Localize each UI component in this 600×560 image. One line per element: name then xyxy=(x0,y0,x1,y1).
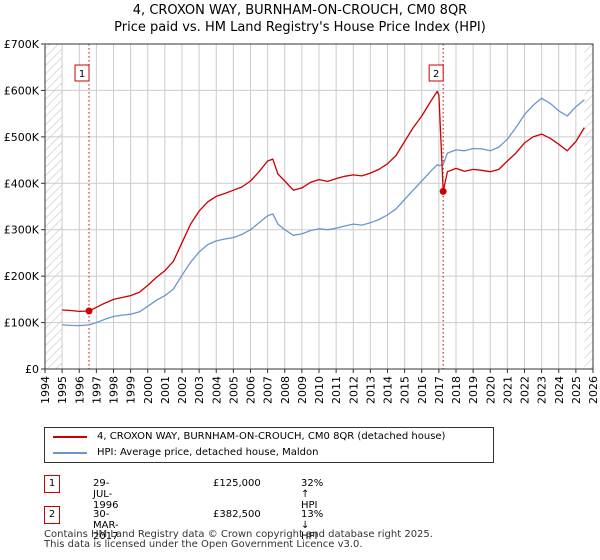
sale-label-box xyxy=(74,64,90,82)
y-tick-label: £400K xyxy=(4,177,40,190)
x-tick-label: 2018 xyxy=(450,376,463,404)
no-data-region-right xyxy=(584,44,593,369)
y-tick-label: £0 xyxy=(25,363,39,376)
legend-label-hpi: HPI: Average price, detached house, Mald… xyxy=(97,447,319,458)
footer: Contains HM Land Registry data © Crown c… xyxy=(44,530,433,550)
x-tick-label: 2008 xyxy=(279,376,292,404)
y-tick-label: £300K xyxy=(4,224,40,237)
sale-number-badge: 1 xyxy=(44,475,60,493)
x-tick-label: 2023 xyxy=(536,376,549,404)
sale-label-number: 2 xyxy=(433,69,439,80)
x-tick-label: 1995 xyxy=(56,376,69,404)
x-tick-label: 2003 xyxy=(193,376,206,404)
sale-date: 29-JUL-1996 xyxy=(93,478,119,511)
chart-area: £0 £100K £200K £300K £400K £500K £600K £700K 199… xyxy=(4,38,600,404)
legend-swatch-property xyxy=(53,436,87,438)
sale-point xyxy=(85,307,93,315)
chart-title-line1: 4, CROXON WAY, BURNHAM-ON-CROUCH, CM0 8Q… xyxy=(132,3,468,18)
y-tick-label: £700K xyxy=(4,38,40,51)
footer-line1: Contains HM Land Registry data © Crown c… xyxy=(44,529,433,540)
x-tick-label: 2020 xyxy=(484,376,497,404)
sale-hpi-change: 13% ↓ HPI xyxy=(301,509,324,542)
sale-date: 30-MAR-2017 xyxy=(93,509,119,542)
y-tick-label: £500K xyxy=(4,131,40,144)
sale-point xyxy=(439,187,447,195)
property-series-line xyxy=(62,90,585,313)
chart-title-line2: Price paid vs. HM Land Registry's House … xyxy=(114,20,486,35)
sale-price: £382,500 xyxy=(213,509,261,520)
x-tick-label: 2010 xyxy=(313,376,326,404)
hpi-series-line xyxy=(62,97,585,327)
x-tick-label: 2013 xyxy=(364,376,377,404)
x-tick-label: 1997 xyxy=(90,376,103,404)
x-tick-label: 2021 xyxy=(501,376,514,404)
x-tick-label: 2007 xyxy=(262,376,275,404)
x-tick-label: 2025 xyxy=(570,376,583,404)
x-tick-label: 2012 xyxy=(347,376,360,404)
x-tick-label: 1996 xyxy=(73,376,86,404)
x-tick-label: 2014 xyxy=(382,376,395,404)
x-tick-label: 1999 xyxy=(125,376,138,404)
x-tick-label: 2000 xyxy=(142,376,155,404)
chart-title: 4, CROXON WAY, BURNHAM-ON-CROUCH, CM0 8Q… xyxy=(0,2,600,36)
x-tick-label: 1994 xyxy=(39,376,52,404)
sale-label-number: 1 xyxy=(79,69,85,80)
sale-label-box xyxy=(428,64,444,82)
no-data-region-left xyxy=(45,44,63,369)
x-tick-label: 2006 xyxy=(245,376,258,404)
x-tick-label: 2016 xyxy=(416,376,429,404)
legend-swatch-hpi xyxy=(53,452,87,454)
sale-hpi-change: 32% ↑ HPI xyxy=(301,478,324,511)
x-tick-label: 2005 xyxy=(227,376,240,404)
legend: 4, CROXON WAY, BURNHAM-ON-CROUCH, CM0 8Q… xyxy=(44,427,494,463)
y-tick-label: £200K xyxy=(4,270,40,283)
legend-label-property: 4, CROXON WAY, BURNHAM-ON-CROUCH, CM0 8Q… xyxy=(97,431,446,442)
x-tick-label: 2024 xyxy=(553,376,566,404)
x-tick-label: 2026 xyxy=(587,376,600,404)
sale-number-badge: 2 xyxy=(44,506,60,524)
y-tick-label: £600K xyxy=(4,84,40,97)
x-tick-label: 2001 xyxy=(159,376,172,404)
x-tick-label: 2002 xyxy=(176,376,189,404)
sale-price: £125,000 xyxy=(213,478,261,489)
footer-line2: This data is licensed under the Open Gov… xyxy=(44,539,363,550)
x-tick-label: 2009 xyxy=(296,376,309,404)
y-tick-label: £100K xyxy=(4,317,40,330)
x-tick-label: 2017 xyxy=(433,376,446,404)
x-tick-label: 2019 xyxy=(467,376,480,404)
x-tick-label: 2011 xyxy=(330,376,343,404)
x-tick-label: 2015 xyxy=(399,376,412,404)
x-tick-label: 1998 xyxy=(108,376,121,404)
x-tick-label: 2022 xyxy=(519,376,532,404)
x-tick-label: 2004 xyxy=(210,376,223,404)
